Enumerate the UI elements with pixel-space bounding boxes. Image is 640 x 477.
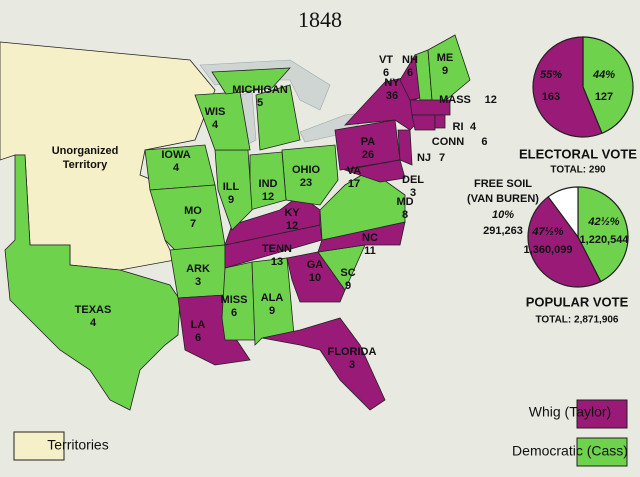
pie-name: (VAN BUREN) [467, 193, 539, 205]
popular-total: TOTAL: 2,871,906 [536, 315, 619, 326]
state-name: ILL [223, 181, 240, 193]
legend-swatch [13, 431, 65, 461]
state-votes: 12 [286, 220, 298, 232]
legend-label: Whig (Taylor) [529, 404, 611, 420]
state-name: VA [347, 165, 362, 177]
state-name: OHIO [292, 164, 321, 176]
state-votes: 6 [231, 307, 237, 319]
state-votes: 3 [410, 187, 416, 199]
state-votes: 6 [195, 332, 201, 344]
pie-slice [582, 36, 634, 135]
pie-slice [527, 195, 602, 288]
state-name: NY [384, 77, 400, 89]
state-name: ARK [186, 263, 210, 275]
state-name: RI [453, 121, 464, 133]
pie-percent: 55% [540, 69, 562, 81]
pie-value: 1,220,544 [580, 234, 630, 246]
state-votes: 36 [386, 90, 398, 102]
pie-value: 1,360,099 [524, 244, 573, 256]
pie-value: 291,263 [483, 225, 523, 237]
title: 1848 [298, 7, 342, 32]
state-votes: 7 [190, 218, 196, 230]
territory-label: Unorganized [52, 145, 119, 157]
state-votes: 8 [402, 209, 408, 221]
electoral-total: TOTAL: 290 [550, 165, 606, 176]
state-votes: 17 [348, 178, 360, 190]
state-name: PA [361, 136, 376, 148]
state-votes: 13 [271, 256, 283, 268]
state-name: DEL [402, 174, 424, 186]
state-name: KY [284, 207, 300, 219]
state-votes: 7 [439, 152, 445, 164]
electoral-title: ELECTORAL VOTE [519, 146, 637, 161]
state-name: GA [307, 259, 324, 271]
state-name: VT [379, 54, 393, 66]
pie-slice [577, 186, 629, 283]
legend-swatch [576, 399, 628, 429]
state-votes: 23 [300, 177, 312, 189]
state-name: NH [402, 54, 418, 66]
state-name: TENN [262, 243, 292, 255]
state-name: ME [437, 52, 454, 64]
state-name: NC [362, 232, 378, 244]
pies [527, 36, 634, 288]
legend: Territories Whig (Taylor) Democratic (Cass… [13, 399, 628, 467]
state-name: MISS [221, 294, 248, 306]
state-votes: 4 [90, 317, 97, 329]
state-votes: 26 [362, 149, 374, 161]
state-name: MASS [439, 94, 471, 106]
state-votes: 5 [257, 97, 263, 109]
state-votes: 4 [173, 162, 180, 174]
legend-swatch [576, 437, 628, 467]
pie-value: 127 [595, 91, 613, 103]
state-name: LA [191, 319, 206, 331]
state-votes: 3 [349, 359, 355, 371]
pie-name: FREE SOIL [474, 178, 532, 190]
state-votes: 12 [262, 191, 274, 203]
pie-percent: 42½% [587, 216, 619, 228]
pie-value: 163 [542, 91, 560, 103]
state-votes: 6 [383, 67, 389, 79]
state-name: WIS [205, 106, 226, 118]
state-votes: 6 [407, 67, 413, 79]
state-name: IND [259, 178, 278, 190]
state-name: NJ [417, 152, 431, 164]
state-votes: 9 [345, 280, 351, 292]
state-votes: 4 [470, 121, 477, 133]
pie-percent: 47½% [531, 226, 563, 238]
state-votes: 6 [481, 136, 487, 148]
state-name: MO [184, 205, 202, 217]
pie-percent: 10% [492, 209, 514, 221]
state-name: FLORIDA [328, 346, 377, 358]
state-votes: 9 [269, 305, 275, 317]
state-name: MD [396, 196, 413, 208]
state-name: ALA [261, 292, 284, 304]
legend-label: Territories [47, 437, 108, 453]
popular-title: POPULAR VOTE [526, 294, 629, 309]
territory-label: Territory [63, 159, 108, 171]
state-name: IOWA [161, 149, 190, 161]
state-votes: 3 [195, 276, 201, 288]
legend-label: Democratic (Cass) [512, 443, 628, 459]
state-votes: 10 [309, 272, 321, 284]
pie-slice [547, 186, 579, 239]
state-votes: 12 [485, 94, 497, 106]
state-name: CONN [432, 136, 464, 148]
state-name: TEXAS [75, 304, 112, 316]
state-name: MICHIGAN [232, 84, 288, 96]
states [4, 34, 471, 411]
state-votes: 9 [442, 65, 448, 77]
pie-slice [532, 36, 603, 138]
state-votes: 11 [364, 245, 376, 257]
state-name: SC [340, 267, 355, 279]
pie-percent: 44% [592, 69, 615, 81]
state-votes: 4 [212, 119, 219, 131]
state-votes: 9 [228, 194, 234, 206]
